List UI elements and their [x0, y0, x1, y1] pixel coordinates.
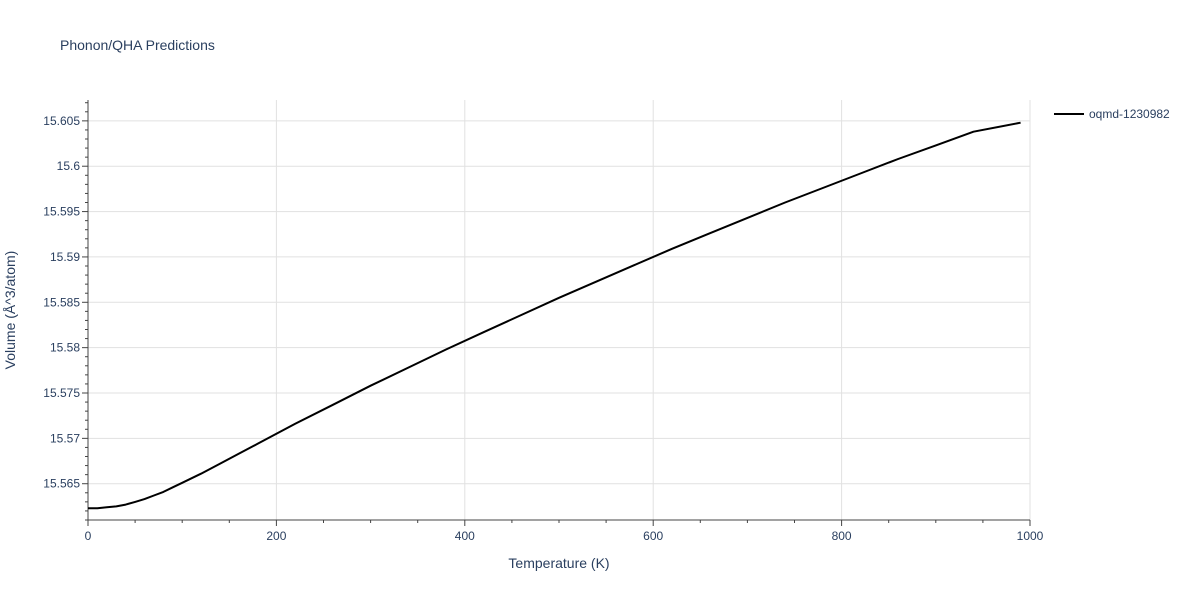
y-tick-label: 15.585 [43, 295, 80, 309]
y-tick-label: 15.595 [43, 205, 80, 219]
y-tick-label: 15.605 [43, 114, 80, 128]
x-axis-label: Temperature (K) [508, 555, 609, 571]
grid-lines [88, 100, 1031, 520]
series-line [88, 121, 1021, 510]
x-tick-label: 600 [643, 529, 663, 543]
y-tick-label: 15.6 [57, 159, 81, 173]
y-tick-label: 15.58 [50, 341, 80, 355]
y-axis-label: Volume (Å^3/atom) [2, 251, 18, 370]
axes: 0 200 400 600 800 1000 15.565 15.57 15.575 15.58 1… [43, 100, 1044, 543]
y-tick-label: 15.59 [50, 250, 80, 264]
x-tick-label: 200 [266, 529, 286, 543]
x-tick-label: 800 [832, 529, 852, 543]
y-tick-label: 15.575 [43, 386, 80, 400]
y-tick-label: 15.565 [43, 477, 80, 491]
x-tick-label: 0 [85, 529, 92, 543]
y-tick-label: 15.57 [50, 431, 80, 445]
x-tick-label: 400 [455, 529, 475, 543]
plot-area [88, 121, 1021, 510]
chart-title: Phonon/QHA Predictions [60, 37, 215, 53]
legend-label: oqmd-1230982 [1089, 107, 1170, 121]
x-tick-label: 1000 [1017, 529, 1044, 543]
legend: oqmd-1230982 [1054, 107, 1170, 121]
